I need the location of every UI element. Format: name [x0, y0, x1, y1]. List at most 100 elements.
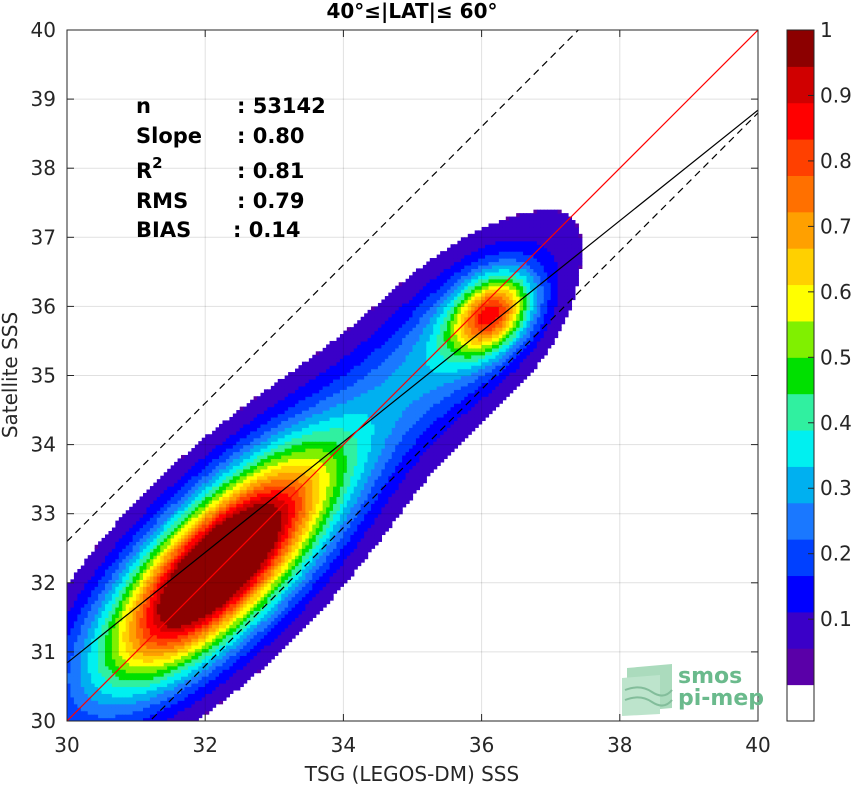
- density-cell: [291, 385, 296, 390]
- density-cell: [288, 423, 293, 428]
- density-cell: [153, 513, 158, 518]
- density-cell: [222, 489, 227, 494]
- density-cell: [94, 606, 99, 612]
- density-cell: [208, 441, 213, 446]
- density-cell: [212, 679, 217, 684]
- density-cell: [215, 689, 220, 694]
- density-cell: [156, 665, 161, 670]
- density-cell: [288, 541, 293, 546]
- density-cell: [163, 586, 168, 591]
- density-cell: [298, 503, 303, 508]
- density-cell: [160, 586, 165, 591]
- density-cell: [263, 413, 268, 418]
- density-cell: [208, 537, 213, 542]
- density-cell: [201, 475, 206, 480]
- density-cell: [270, 572, 275, 577]
- density-cell: [136, 606, 141, 612]
- density-cell: [243, 579, 248, 584]
- density-cell: [94, 548, 99, 553]
- density-cell: [257, 423, 262, 428]
- density-cell: [198, 610, 203, 615]
- density-cell: [291, 586, 296, 591]
- density-cell: [208, 544, 213, 549]
- density-cell: [267, 416, 272, 422]
- density-cell: [284, 454, 289, 460]
- density-cell: [308, 448, 313, 453]
- density-cell: [205, 530, 210, 536]
- density-cell: [291, 596, 296, 601]
- density-cell: [184, 492, 189, 498]
- density-cell: [87, 676, 92, 681]
- density-cell: [160, 700, 165, 705]
- density-cell: [101, 596, 106, 601]
- density-cell: [277, 541, 282, 546]
- density-cell: [229, 479, 234, 484]
- density-cell: [257, 565, 262, 570]
- density-cell: [174, 472, 179, 477]
- density-cell: [143, 658, 148, 663]
- density-cell: [236, 430, 241, 435]
- density-cell: [98, 665, 103, 670]
- density-cell: [222, 541, 227, 546]
- density-cell: [125, 524, 130, 529]
- density-cell: [253, 524, 258, 529]
- density-cell: [246, 572, 251, 577]
- density-cell: [170, 700, 175, 705]
- density-cell: [160, 717, 165, 721]
- density-cell: [184, 703, 189, 708]
- density-cell: [270, 579, 275, 584]
- density-cell: [208, 499, 213, 504]
- density-cell: [295, 437, 300, 442]
- density-cell: [143, 686, 148, 691]
- density-cell: [270, 451, 275, 456]
- density-cell: [312, 548, 317, 553]
- density-cell: [118, 589, 123, 594]
- density-cell: [80, 600, 85, 605]
- density-cell: [219, 686, 224, 691]
- density-cell: [115, 662, 120, 667]
- density-cell: [212, 458, 217, 463]
- density-cell: [243, 482, 248, 487]
- density-cell: [80, 707, 85, 712]
- density-cell: [181, 589, 186, 594]
- density-cell: [246, 461, 251, 466]
- density-cell: [312, 530, 317, 536]
- density-cell: [115, 689, 120, 694]
- density-cell: [274, 596, 279, 601]
- density-cell: [129, 669, 134, 674]
- density-cell: [187, 644, 192, 650]
- density-cell: [146, 617, 151, 622]
- density-cell: [111, 703, 116, 708]
- density-cell: [229, 534, 234, 539]
- density-cell: [301, 392, 306, 397]
- density-cell: [77, 620, 82, 625]
- density-cell: [201, 506, 206, 511]
- density-cell: [156, 579, 161, 584]
- density-cell: [236, 461, 241, 466]
- density-cell: [208, 492, 213, 498]
- density-cell: [77, 641, 82, 646]
- density-cell: [105, 613, 110, 618]
- density-cell: [122, 620, 127, 625]
- density-cell: [298, 575, 303, 580]
- density-cell: [215, 603, 220, 608]
- density-cell: [136, 634, 141, 639]
- density-cell: [225, 465, 230, 470]
- density-cell: [115, 651, 120, 656]
- density-cell: [257, 486, 262, 491]
- density-cell: [153, 548, 158, 553]
- density-cell: [132, 644, 137, 650]
- density-cell: [253, 589, 258, 594]
- density-cell: [212, 555, 217, 560]
- density-cell: [246, 496, 251, 501]
- density-cell: [198, 696, 203, 701]
- density-cell: [73, 696, 78, 701]
- density-cell: [257, 655, 262, 660]
- density-cell: [156, 499, 161, 504]
- density-cell: [160, 617, 165, 622]
- density-cell: [181, 627, 186, 632]
- density-cell: [198, 627, 203, 632]
- density-cell: [194, 634, 199, 639]
- density-cell: [298, 378, 303, 384]
- density-cell: [70, 700, 75, 705]
